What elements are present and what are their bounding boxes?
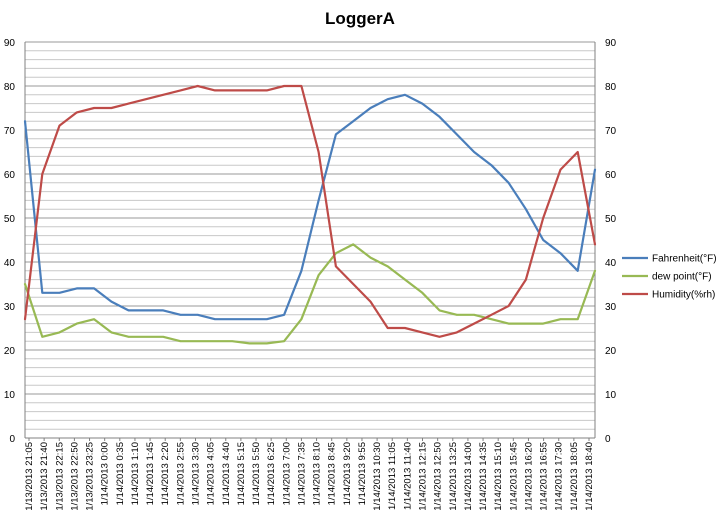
secondary-y-axis-tick-labels: 0 10 20 30 40 50 60 70 80 90 <box>605 38 617 445</box>
y-tick-label: 10 <box>4 390 16 401</box>
secondary-y-tick-label: 50 <box>605 214 617 225</box>
secondary-y-tick-label: 40 <box>605 258 617 269</box>
x-tick-label: 1/14/2013 4:40 <box>221 442 232 505</box>
x-tick-label: 1/14/2013 8:10 <box>312 442 323 505</box>
x-tick-label: 1/14/2013 8:45 <box>327 442 338 505</box>
x-tick-label: 1/13/2013 21:40 <box>39 442 50 511</box>
x-tick-label: 1/14/2013 11:05 <box>387 442 398 510</box>
x-tick-label: 1/14/2013 9:55 <box>357 442 368 505</box>
legend-label: dew point(°F) <box>652 272 712 283</box>
x-tick-label: 1/14/2013 11:40 <box>402 442 413 510</box>
series-lines <box>23 84 597 345</box>
x-tick-label: 1/14/2013 7:00 <box>281 442 292 505</box>
y-tick-label: 50 <box>4 214 16 225</box>
y-axis-tick-labels: 0 10 20 30 40 50 60 70 80 90 <box>4 38 16 445</box>
x-tick-label: 1/14/2013 6:25 <box>266 442 277 505</box>
x-tick-label: 1/14/2013 15:45 <box>508 442 519 511</box>
x-tick-label: 1/14/2013 12:50 <box>433 442 444 511</box>
series-line-0 <box>23 93 597 321</box>
x-tick-label: 1/14/2013 16:55 <box>539 442 550 511</box>
x-tick-label: 1/14/2013 17:30 <box>554 442 565 511</box>
x-tick-label: 1/14/2013 4:05 <box>206 442 217 505</box>
x-tick-label: 1/14/2013 0:35 <box>115 442 126 505</box>
x-tick-label: 1/14/2013 1:45 <box>145 442 156 505</box>
x-tick-label: 1/14/2013 5:15 <box>236 442 247 505</box>
secondary-y-tick-label: 60 <box>605 170 617 181</box>
x-tick-label: 1/14/2013 2:20 <box>160 442 171 505</box>
y-tick-label: 0 <box>9 434 15 445</box>
x-tick-label: 1/13/2013 23:25 <box>85 442 96 511</box>
x-tick-label: 1/14/2013 9:20 <box>342 442 353 505</box>
secondary-y-tick-label: 10 <box>605 390 617 401</box>
x-tick-label: 1/14/2013 13:25 <box>448 442 459 511</box>
secondary-y-tick-label: 80 <box>605 82 617 93</box>
x-tick-label: 1/14/2013 5:50 <box>251 442 262 505</box>
x-tick-label: 1/14/2013 18:40 <box>584 442 595 511</box>
x-tick-label: 1/14/2013 1:10 <box>130 442 141 505</box>
x-tick-label: 1/14/2013 15:10 <box>493 442 504 511</box>
x-tick-label: 1/14/2013 14:00 <box>463 442 474 511</box>
gridlines <box>25 41 595 439</box>
y-tick-label: 30 <box>4 302 16 313</box>
secondary-y-tick-label: 30 <box>605 302 617 313</box>
y-tick-label: 60 <box>4 170 16 181</box>
secondary-y-tick-label: 70 <box>605 126 617 137</box>
x-tick-label: 1/13/2013 22:50 <box>69 442 80 511</box>
legend: Fahrenheit(°F) dew point(°F) Humidity(%rh) <box>622 254 717 301</box>
secondary-y-tick-label: 20 <box>605 346 617 357</box>
x-tick-label: 1/14/2013 3:30 <box>190 442 201 505</box>
x-tick-label: 1/14/2013 18:05 <box>569 442 580 511</box>
secondary-y-tick-label: 0 <box>605 434 611 445</box>
y-tick-label: 40 <box>4 258 16 269</box>
legend-label: Humidity(%rh) <box>652 290 715 301</box>
x-tick-label: 1/14/2013 14:35 <box>478 442 489 511</box>
secondary-y-tick-label: 90 <box>605 38 617 49</box>
x-tick-label: 1/13/2013 21:05 <box>24 442 35 511</box>
series-line-1 <box>23 243 597 345</box>
x-axis-tick-labels: 1/13/2013 21:05 1/13/2013 21:40 1/13/2013 … <box>24 438 595 511</box>
x-tick-label: 1/14/2013 12:15 <box>418 442 429 511</box>
x-tick-label: 1/14/2013 10:30 <box>372 442 383 511</box>
legend-label: Fahrenheit(°F) <box>652 254 717 265</box>
y-tick-label: 70 <box>4 126 16 137</box>
y-tick-label: 80 <box>4 82 16 93</box>
y-tick-label: 20 <box>4 346 16 357</box>
chart-title: LoggerA <box>325 9 395 28</box>
y-tick-label: 90 <box>4 38 16 49</box>
x-tick-label: 1/13/2013 22:15 <box>54 442 65 511</box>
x-tick-label: 1/14/2013 2:55 <box>175 442 186 505</box>
x-tick-label: 1/14/2013 16:20 <box>523 442 534 511</box>
series-line-2 <box>23 84 597 338</box>
x-tick-label: 1/14/2013 7:35 <box>296 442 307 505</box>
x-tick-label: 1/14/2013 0:00 <box>100 442 111 505</box>
